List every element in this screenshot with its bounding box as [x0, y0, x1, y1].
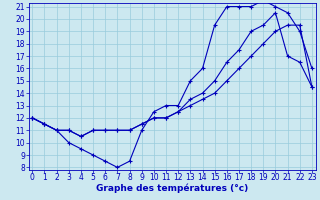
X-axis label: Graphe des températures (°c): Graphe des températures (°c) — [96, 184, 248, 193]
